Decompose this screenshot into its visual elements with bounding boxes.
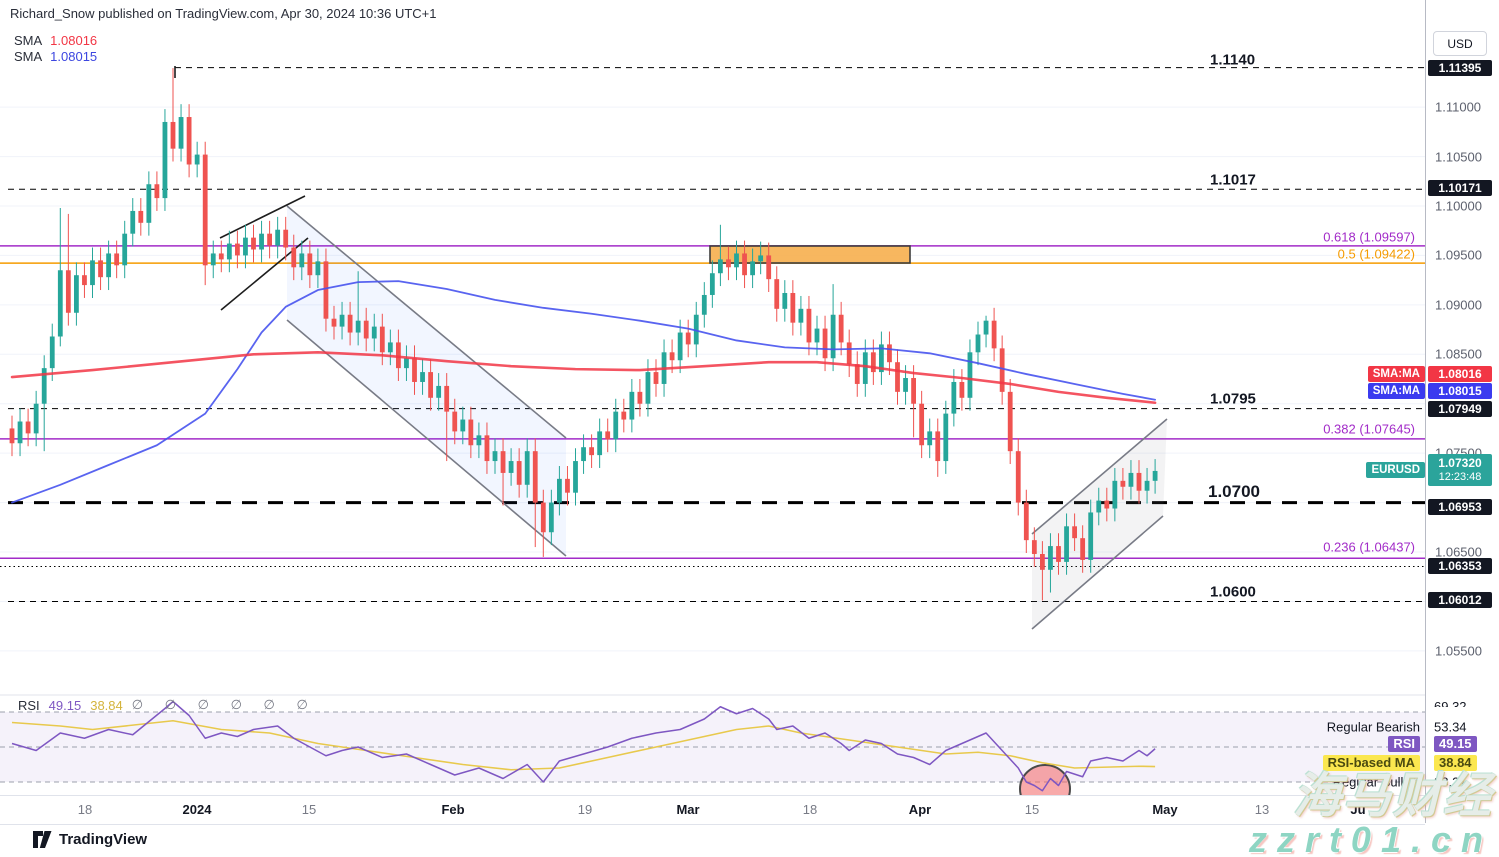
price-level-label: 0.5 (1.09422) [1337,246,1415,262]
price-level-label: 1.1140 [1210,51,1256,69]
tradingview-brand-name: TradingView [59,831,148,848]
price-level-label: 0.236 (1.06437) [1323,539,1415,555]
rsi-value: 49.15 [48,697,82,713]
sma-legend-row: SMA 1.08016 [14,33,97,49]
price-tick: 1.08500 [1435,346,1482,362]
countdown-timer: 12:23:48 [1438,471,1482,483]
rsi-empty-slots: ∅ ∅ ∅ ∅ ∅ ∅ [131,697,317,712]
sma1-value: 1.08016 [50,33,98,48]
rsi-axis-value: 49.15 [1434,736,1477,752]
price-tick: 1.11000 [1435,99,1482,115]
price-tick: 1.10000 [1435,198,1482,214]
price-level-label: 0.382 (1.07645) [1323,421,1415,437]
price-tag: 1.06353 [1428,558,1492,574]
price-tick: 1.10500 [1435,149,1482,165]
time-tick: 15 [301,802,317,817]
sma-ma-series-tag: SMA:MA [1367,383,1425,399]
price-tag: 1.10171 [1428,180,1492,196]
price-tick: 1.05500 [1435,643,1482,659]
time-tick: 2024 [182,802,212,817]
rsi-indicator-legend[interactable]: RSI 49.15 38.84 ∅ ∅ ∅ ∅ ∅ ∅ [18,697,317,713]
regular-bearish-label: Regular Bearish [1326,719,1420,735]
time-tick: Feb [441,802,465,817]
sma2-label: SMA [14,49,43,64]
price-tick: 1.06500 [1435,544,1482,560]
rsi-axis-value: 38.84 [1434,755,1477,771]
time-tick: 13 [1254,802,1270,817]
price-level-label: 1.1017 [1210,171,1256,189]
time-tick: Ju [1350,802,1366,817]
price-tag: 1.07320 12:23:48 [1428,454,1492,486]
price-level-label: 1.0600 [1210,583,1256,601]
published-line: Richard_Snow published on TradingView.co… [10,6,437,21]
price-tick: 1.09500 [1435,247,1482,263]
sma1-label: SMA [14,33,43,48]
sma-legend-row: SMA 1.08015 [14,49,97,65]
price-level-label: 0.618 (1.09597) [1323,229,1415,245]
rsi-label: RSI [1388,736,1420,752]
price-tag: 1.07949 [1428,401,1492,417]
tradingview-logo-icon [33,831,52,848]
sma2-value: 1.08015 [50,49,98,64]
eurusd-series-tag: EURUSD [1366,462,1425,478]
rsi-ma-value: 38.84 [90,697,123,713]
price-tick: 1.09000 [1435,297,1482,313]
sma-ma-series-tag: SMA:MA [1367,366,1425,382]
currency-toggle-button[interactable]: USD [1433,31,1487,56]
rsi-axis-value: 53.34 [1434,719,1467,735]
time-tick: 18 [77,802,93,817]
time-tick: 18 [802,802,818,817]
price-tag: 1.06953 [1428,499,1492,515]
rsi-axis-value: 69.32 [1434,699,1467,707]
rsi-axis-value: 28.27 [1434,774,1467,790]
price-axis[interactable]: USD 1.11000 1.10500 1.10000 1.09500 1.09000 1… [1425,0,1499,823]
time-tick: 19 [577,802,593,817]
rsi-title-label: RSI [18,697,40,713]
time-axis[interactable]: 18 2024 15 Feb 19 Mar 18 Apr 15 May 13 Ju [0,795,1425,825]
rsi-based-ma-label: RSI-based MA [1322,755,1420,771]
footer-brand[interactable]: TradingView [33,831,147,848]
price-level-label: 1.0700 [1208,482,1260,501]
price-level-label: 1.0795 [1210,390,1256,408]
time-tick: 15 [1024,802,1040,817]
price-tag: 1.11395 [1428,60,1492,76]
price-tag: 1.06012 [1428,592,1492,608]
indicator-legend[interactable]: SMA 1.08016 SMA 1.08015 [14,33,97,65]
time-tick: May [1152,802,1178,817]
price-tag: 1.08015 [1428,383,1492,399]
time-tick: Apr [908,802,932,817]
regular-bullish-label: Regular Bullish [1332,774,1420,790]
price-tag: 1.08016 [1428,366,1492,382]
time-tick: Mar [676,802,700,817]
price-chart-canvas[interactable] [0,0,1425,795]
